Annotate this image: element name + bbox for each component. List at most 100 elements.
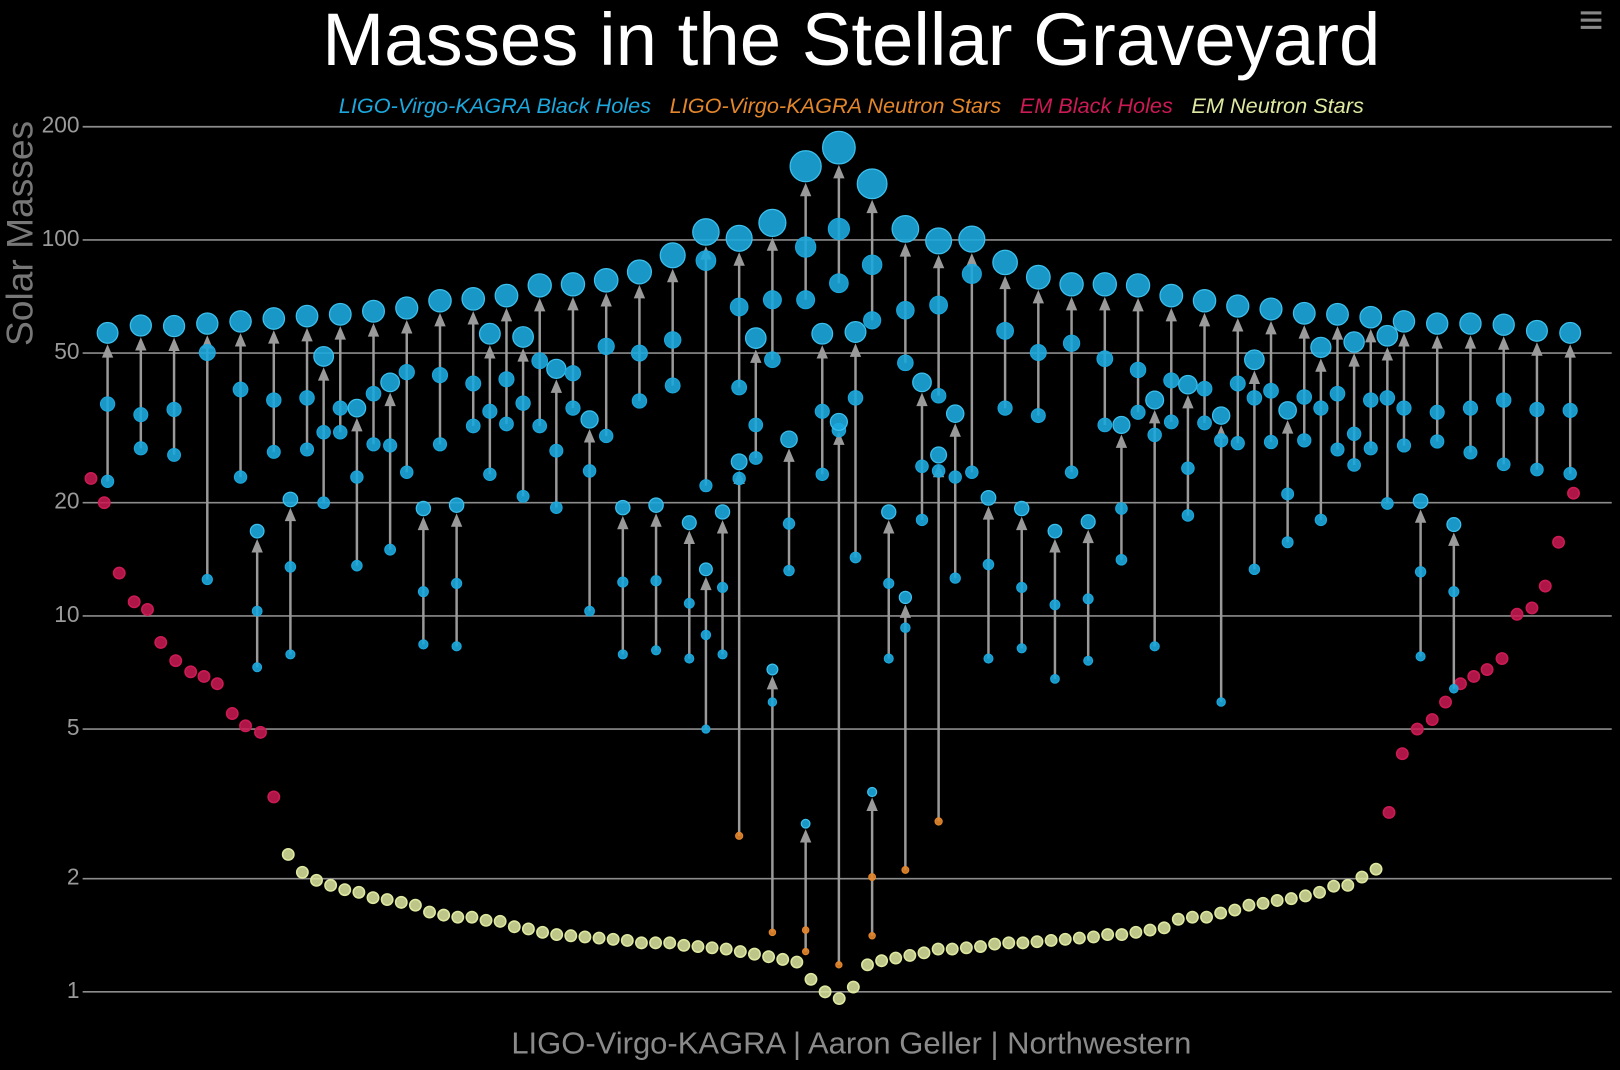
component-mass — [384, 543, 397, 556]
final-mass — [1192, 288, 1217, 313]
point — [1382, 806, 1396, 819]
component-mass — [1462, 400, 1479, 416]
arrow-head — [1564, 344, 1576, 358]
component-mass — [630, 344, 648, 362]
component-mass — [1115, 502, 1128, 515]
arrow-head — [1381, 347, 1394, 361]
component-mass — [1314, 513, 1328, 527]
component-mass — [366, 437, 381, 452]
arrow-head — [1049, 539, 1061, 553]
component-mass — [1030, 408, 1046, 424]
component-mass — [1530, 462, 1544, 477]
point — [1171, 912, 1185, 926]
final-mass — [766, 663, 779, 676]
component-mass — [1263, 382, 1279, 399]
arrow-head — [617, 515, 629, 530]
point — [804, 972, 818, 986]
final-mass — [428, 288, 452, 313]
point — [1510, 607, 1524, 621]
arrow-head — [783, 448, 795, 462]
final-mass — [730, 453, 748, 471]
arrow-head — [1248, 370, 1261, 384]
arrow-head — [816, 345, 828, 359]
component-mass — [1429, 404, 1445, 420]
arrow-head — [301, 327, 313, 342]
arrow-head — [317, 367, 330, 381]
final-mass — [448, 497, 465, 513]
component-mass — [1096, 350, 1114, 368]
component-mass — [597, 337, 615, 355]
arrow-head — [849, 343, 862, 357]
component-mass — [1163, 414, 1179, 430]
component-mass — [617, 649, 628, 660]
arrow-head — [650, 513, 662, 527]
point — [380, 893, 394, 907]
component-mass — [1281, 536, 1294, 549]
component-mass — [915, 459, 929, 474]
menu-bar[interactable] — [1580, 11, 1602, 15]
point — [1439, 695, 1452, 709]
final-mass — [196, 312, 219, 335]
arrow-head — [799, 829, 812, 843]
final-mass — [980, 489, 997, 506]
final-mass — [1446, 516, 1462, 533]
arrow-head — [1464, 335, 1477, 349]
component-mass — [285, 649, 296, 660]
point — [225, 707, 239, 720]
arrow-head — [384, 392, 396, 407]
legend-item[interactable]: EM Black Holes — [1020, 93, 1173, 118]
menu-bar[interactable] — [1580, 25, 1602, 29]
point — [1552, 535, 1566, 549]
point — [649, 936, 663, 950]
final-mass — [821, 130, 856, 165]
component-mass — [515, 395, 531, 411]
component-mass — [198, 343, 216, 361]
component-mass — [1229, 375, 1246, 392]
grid: 1 2 5 10 20 50 100 200 — [42, 112, 1612, 1003]
final-mass — [380, 372, 401, 393]
point — [281, 847, 295, 861]
point — [169, 654, 183, 668]
arrow-head — [733, 252, 745, 266]
y-tick-label: 20 — [54, 488, 79, 514]
legend-item[interactable]: EM Neutron Stars — [1191, 93, 1364, 118]
final-mass — [780, 430, 798, 449]
component-mass — [451, 641, 462, 652]
final-mass — [162, 314, 186, 338]
component-mass — [317, 496, 331, 510]
final-mass — [856, 168, 888, 200]
legend-item[interactable]: LIGO-Virgo-KAGRA Neutron Stars — [670, 93, 1002, 118]
final-mass — [1013, 500, 1030, 517]
component-mass — [716, 581, 729, 594]
component-mass — [701, 724, 711, 734]
final-mass — [96, 321, 119, 344]
final-mass — [313, 345, 335, 367]
component-mass — [782, 517, 796, 530]
arrow-head — [1032, 290, 1045, 304]
component-mass — [99, 396, 116, 412]
menu-button[interactable] — [1580, 11, 1602, 29]
arrow-head — [666, 268, 679, 283]
final-mass — [1080, 514, 1096, 530]
point — [1242, 898, 1256, 912]
arrow-head — [866, 199, 878, 214]
point — [1525, 601, 1539, 615]
menu-bar[interactable] — [1580, 18, 1602, 22]
final-mass — [560, 272, 586, 297]
point — [1185, 910, 1199, 924]
point — [861, 958, 874, 972]
component-mass — [383, 438, 398, 453]
final-mass — [698, 562, 713, 577]
component-mass — [849, 551, 862, 564]
point — [352, 885, 366, 899]
point — [1115, 928, 1129, 942]
point — [903, 948, 917, 962]
y-tick-label: 1 — [67, 977, 80, 1003]
component-mass — [934, 817, 943, 826]
final-mass — [262, 307, 286, 330]
component-mass — [1449, 683, 1459, 694]
point — [677, 938, 691, 952]
legend-item[interactable]: LIGO-Virgo-KAGRA Black Holes — [339, 93, 651, 118]
final-mass — [744, 327, 767, 349]
final-mass — [546, 358, 567, 380]
